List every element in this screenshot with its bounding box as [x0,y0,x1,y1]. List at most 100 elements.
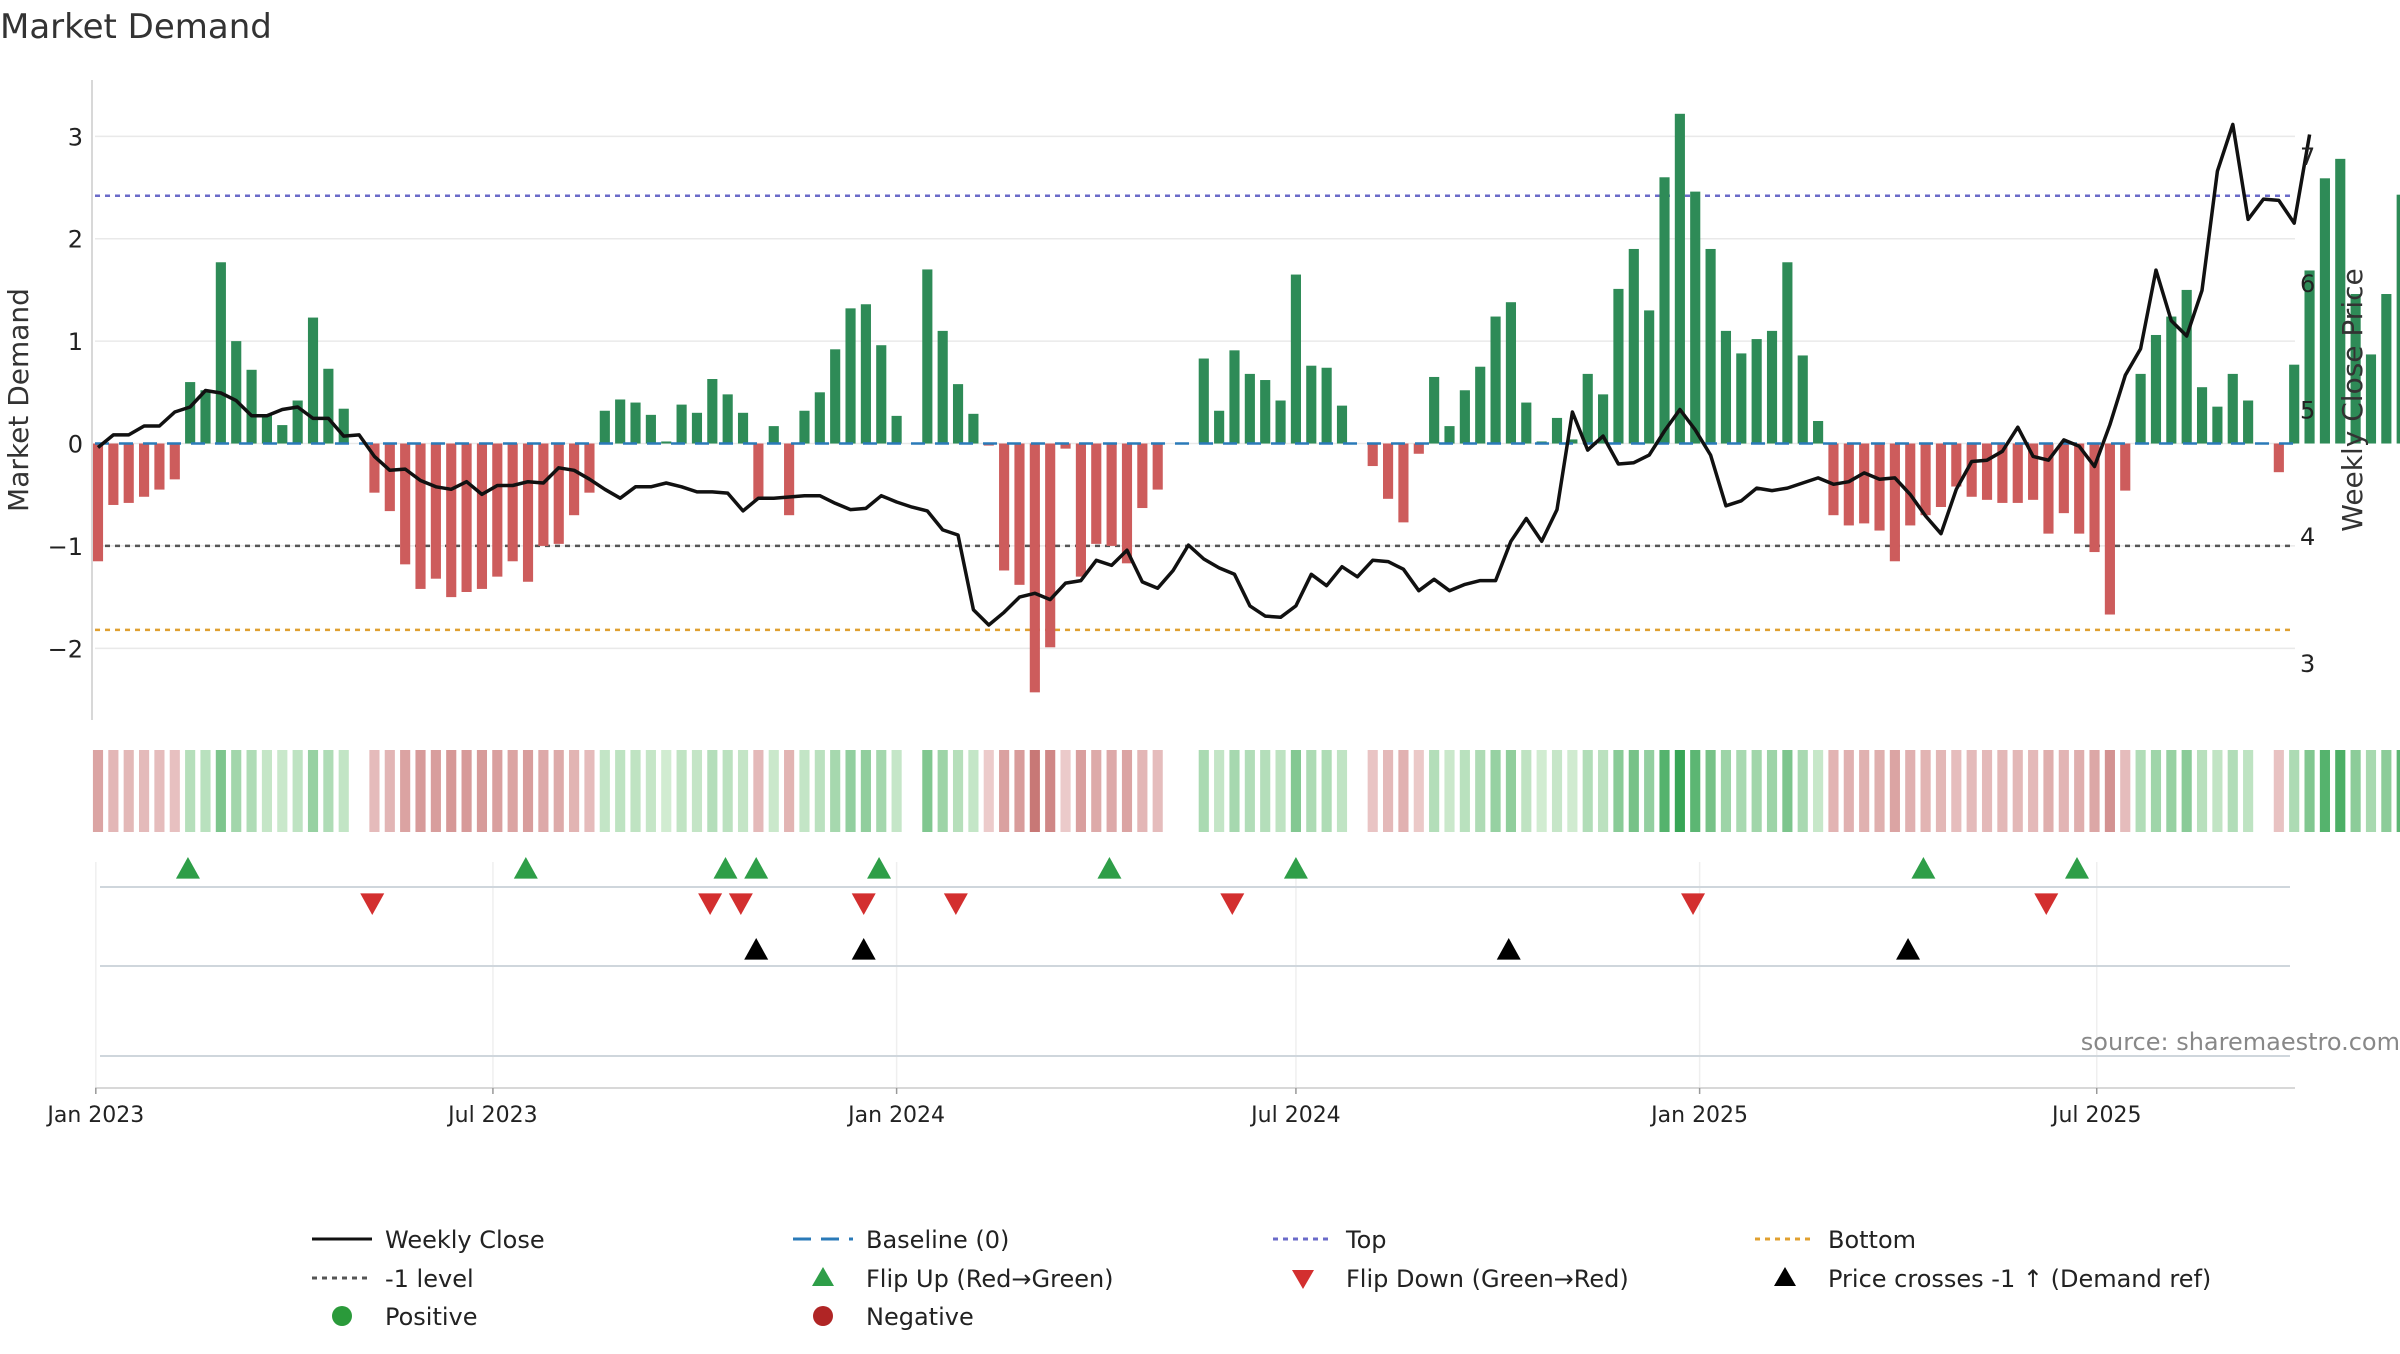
demand-bar [814,392,825,444]
demand-bar [139,443,150,497]
legend-swatch [813,1306,833,1326]
legend-item: Baseline (0) [793,1226,1009,1254]
legend-label: -1 level [385,1265,474,1293]
flip-up-marker [1097,857,1122,879]
demand-bar [676,404,687,444]
demand-bar [584,443,595,493]
heat-cell [430,750,441,832]
demand-bar [307,317,319,444]
demand-bar [1690,191,1701,444]
price-cross-marker [1896,938,1921,960]
heat-cell [1321,750,1332,832]
legend-label: Flip Down (Green→Red) [1346,1265,1629,1293]
demand-bar [430,443,441,579]
heat-cell [799,750,810,832]
demand-bar [476,443,488,589]
demand-bar [1137,443,1148,509]
x-tick-label: Jan 2025 [1649,1103,1748,1128]
heat-cell [1413,750,1424,832]
flip-down-marker [1681,893,1706,915]
demand-bar [1843,443,1854,526]
heat-cell [737,750,749,832]
flip-down-marker [943,893,968,915]
heat-cell [676,750,687,832]
heat-cell [2028,750,2039,832]
heat-cell [1229,750,1240,832]
heat-cell [1751,750,1762,832]
heat-cell [1045,750,1056,832]
heat-cell [1444,750,1455,832]
demand-bar [1613,288,1624,444]
demand-bar [1275,400,1286,444]
demand-bar [123,443,134,503]
heat-cell [2135,750,2146,832]
heat-cell [1551,750,1563,832]
demand-bar [1782,262,1793,444]
heat-cell [1075,750,1086,832]
demand-bar [784,443,795,516]
heat-cell [906,750,918,832]
heat-cell [338,750,349,832]
demand-heat-strip [92,750,2400,832]
heat-cell [1275,750,1286,832]
demand-bar [661,441,672,444]
flip-up-marker [175,857,200,879]
heat-cell [1567,750,1578,832]
demand-bar [277,425,288,444]
heat-cell [1106,750,1117,832]
demand-bar [1244,373,1255,444]
heat-cell [292,750,303,832]
heat-cell [830,750,841,832]
heat-cell [891,750,902,832]
demand-bar [691,412,703,444]
weekly-close-line [96,122,2312,627]
y2-tick-label: 4 [2300,523,2315,551]
demand-bar [1444,426,1455,444]
heat-cell [1997,750,2008,832]
heat-cell [476,750,488,832]
demand-bar [1198,358,1209,444]
demand-bar [2120,443,2131,491]
flip-up-marker [867,857,892,879]
y2-tick-label: 6 [2300,270,2315,298]
demand-bar [507,443,518,562]
legend-item: Negative [813,1303,974,1331]
y-tick-label: −1 [48,533,83,561]
flip-up-marker [713,857,738,879]
demand-bar [1966,443,1977,497]
demand-bar [845,308,856,444]
demand-bar [645,414,656,444]
demand-bar [2319,178,2330,444]
heat-cell [1367,750,1378,832]
demand-bar [553,443,564,544]
heat-cell [1859,750,1870,832]
heat-cell [768,750,779,832]
legend-label: Positive [385,1303,478,1331]
demand-bar [615,399,626,444]
heat-cell [2289,750,2300,832]
legend-label: Baseline (0) [866,1226,1009,1254]
heat-cell [1690,750,1701,832]
heat-cell [2120,750,2131,832]
demand-bar [630,402,641,444]
legend-label: Price crosses -1 ↑ (Demand ref) [1828,1265,2211,1293]
demand-bar [737,412,749,444]
heat-cell [645,750,656,832]
heat-cell [2243,750,2254,832]
heat-cell [1198,750,1209,832]
heat-cell [2212,750,2223,832]
legend-item: Price crosses -1 ↑ (Demand ref) [1774,1265,2211,1293]
demand-bars [92,113,2400,693]
heat-cell [2058,750,2069,832]
demand-bar [2028,443,2039,500]
legend-item: Top [1273,1226,1387,1254]
heat-cell [937,750,948,832]
demand-bar [968,413,979,444]
price-cross-marker [744,938,769,960]
demand-bar [1797,355,1808,444]
heat-cell [1029,750,1040,832]
heat-cell [307,750,319,832]
legend-label: Flip Up (Red→Green) [866,1265,1114,1293]
heat-cell [1935,750,1947,832]
heat-cell [522,750,534,832]
